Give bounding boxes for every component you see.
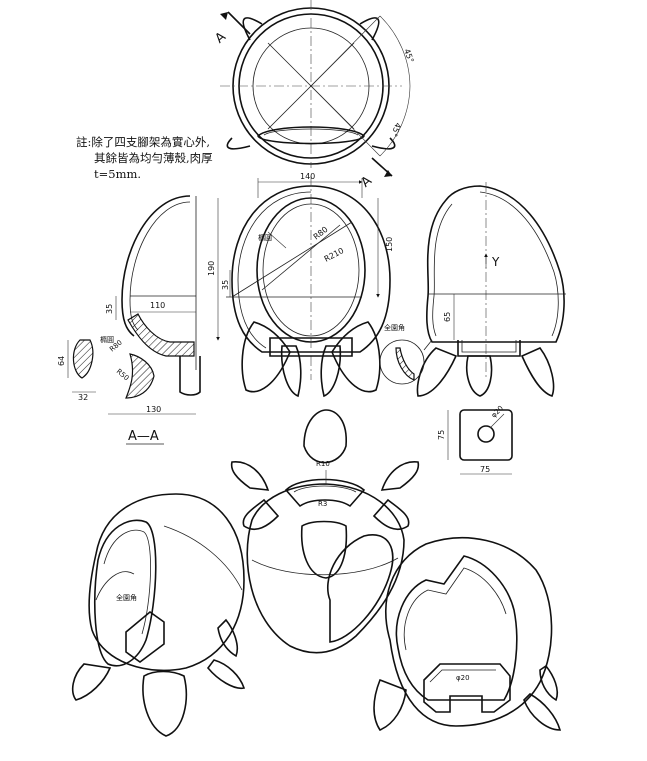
front-leg-left [241, 321, 291, 393]
front-dim-150: 150 [385, 237, 394, 252]
design-note: 註:除了四支腳架為實心外, 其餘皆為均勻薄殼,肉厚 t=5mm. [76, 134, 213, 182]
top-front-lip [257, 126, 365, 145]
iso-right-opening [395, 555, 518, 701]
iso-back-r3-label: R3 [318, 500, 327, 508]
foot-dim-75-horizontal: 75 [480, 465, 490, 474]
iso-back-opening [284, 478, 366, 508]
iso-back-view: R10 R3 [230, 409, 420, 654]
note-line-2: 其餘皆為均勻薄殼,肉厚 [94, 151, 213, 165]
iso-left-view: 全園角 [71, 493, 246, 737]
section-dim-64: 64 [57, 356, 66, 366]
leg-cross-section [72, 339, 94, 379]
detail-circle [379, 339, 425, 385]
front-r210-label: R210 [323, 246, 346, 264]
top-foot-right [371, 137, 396, 150]
iso-back-top-leg [303, 409, 347, 464]
iso-back-ear-right [380, 461, 420, 491]
iso-right-view: φ20 [373, 537, 562, 731]
iso-left-leg-front [71, 663, 112, 701]
iso-right-leg-right [523, 693, 562, 731]
iso-back-r10-label: R10 [316, 460, 330, 468]
side-dim-65: 65 [443, 312, 452, 322]
iso-back-side-opening [326, 534, 394, 643]
front-view: 140 150 190 35 R80 R210 橢圓 [207, 172, 394, 398]
iso-left-full-round-label: 全園角 [116, 593, 137, 602]
section-title: A—A [128, 429, 159, 444]
section-hatched-base [127, 313, 195, 357]
section-outer-shell [121, 195, 191, 337]
section-dim-130: 130 [146, 405, 161, 414]
front-dim-140: 140 [300, 172, 315, 181]
side-view: Y 65 全園角 [379, 182, 566, 397]
front-dim-190: 190 [207, 261, 216, 276]
foot-phi20-label: φ20 [490, 404, 505, 419]
front-dim-35: 35 [221, 280, 230, 290]
section-hatched-leg [125, 353, 155, 399]
section-dim-35: 35 [105, 304, 114, 314]
iso-back-ear-left [230, 461, 270, 491]
iso-left-opening [94, 519, 157, 667]
foot-detail-view: 75 75 φ20 [437, 404, 513, 475]
top-foot-left [226, 137, 251, 150]
foot-hole [477, 425, 495, 443]
side-leg-front [416, 347, 458, 397]
iso-right-base-cutout [423, 663, 511, 713]
front-r80-label: R80 [312, 225, 330, 242]
iso-back-rear-leg [300, 520, 348, 579]
top-ear-left [242, 17, 263, 41]
note-line-3: t=5mm. [94, 167, 142, 181]
top-view: A A 45° 45° [212, 0, 415, 191]
note-line-1: 註:除了四支腳架為實心外, [76, 135, 211, 149]
iso-right-body [384, 537, 553, 727]
front-leg-inner-right [320, 345, 342, 398]
iso-left-leg-right [206, 659, 246, 690]
iso-left-body [88, 493, 245, 672]
front-leg-right [331, 321, 381, 393]
iso-right-leg-left [373, 678, 407, 731]
section-ellipse-label: 橢圓 [100, 335, 114, 344]
side-body-outline [426, 185, 565, 343]
axis-y-label: Y [491, 255, 500, 269]
section-r50-label: R50 [115, 367, 131, 382]
iso-left-leg-bottom [142, 670, 188, 737]
side-leg-back [520, 347, 555, 397]
angle-upper-label: 45° [402, 48, 415, 64]
section-marker-top: A [212, 29, 229, 46]
foot-square [459, 409, 513, 461]
section-dim-110: 110 [150, 301, 165, 310]
front-ellipse-label: 橢圓 [258, 233, 272, 242]
iso-right-phi20-label: φ20 [456, 674, 470, 682]
front-leg-inner-left [280, 345, 302, 398]
section-dim-32: 32 [78, 393, 88, 402]
section-view-aa: 35 110 橢圓 R80 R50 64 32 130 A—A [57, 195, 201, 445]
top-ear-right [359, 17, 380, 41]
foot-dim-75-vertical: 75 [437, 430, 446, 440]
angle-lower-label: 45° [389, 121, 402, 137]
side-full-round-label: 全園角 [384, 323, 405, 332]
